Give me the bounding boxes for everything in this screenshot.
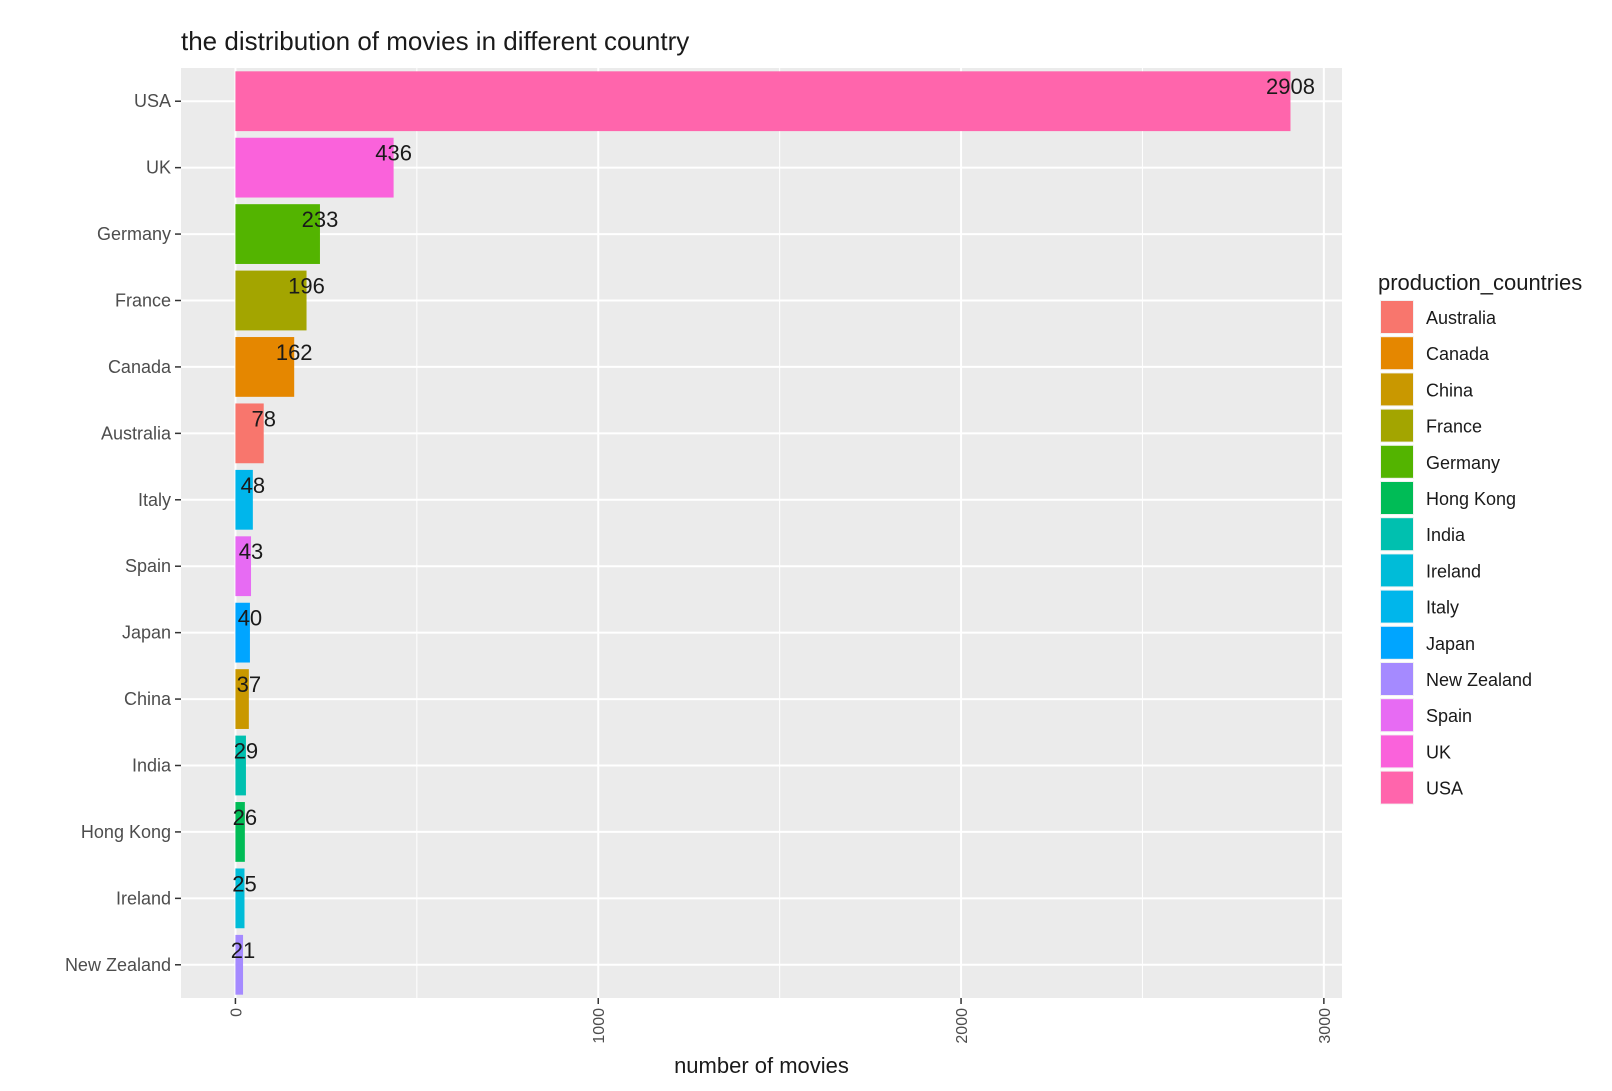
bar — [235, 270, 307, 331]
y-tick-label: USA — [134, 91, 171, 111]
bar-value-label: 37 — [237, 672, 261, 697]
legend-label: India — [1426, 525, 1466, 545]
bar — [235, 669, 249, 729]
y-tick-label: China — [124, 689, 172, 709]
legend-label: Spain — [1426, 706, 1472, 726]
legend-swatch — [1381, 445, 1413, 478]
legend-label: Ireland — [1426, 561, 1481, 581]
bar — [235, 204, 320, 264]
y-tick-label: Ireland — [116, 888, 171, 908]
legend-label: China — [1426, 380, 1474, 400]
legend-swatch — [1381, 626, 1413, 659]
y-tick-label: Canada — [108, 357, 172, 377]
y-tick-label: Germany — [97, 224, 171, 244]
legend-swatch — [1381, 699, 1413, 732]
legend-label: Canada — [1426, 344, 1490, 364]
legend-label: Hong Kong — [1426, 489, 1516, 509]
bar — [235, 403, 264, 464]
y-tick-label: India — [132, 756, 172, 776]
bar-value-label: 26 — [233, 805, 257, 830]
bar-value-label: 40 — [238, 606, 262, 631]
bar-value-label: 196 — [288, 274, 325, 299]
y-tick-label: Japan — [122, 623, 171, 643]
legend-swatch — [1381, 301, 1413, 333]
bar — [235, 868, 245, 929]
x-tick-label: 3000 — [1317, 1008, 1334, 1044]
legend-label: New Zealand — [1426, 670, 1532, 690]
bar-value-label: 48 — [241, 473, 265, 498]
bar-value-label: 78 — [251, 406, 275, 431]
y-tick-label: UK — [146, 158, 171, 178]
bar — [235, 802, 245, 862]
legend-swatch — [1381, 482, 1413, 514]
legend-label: Japan — [1426, 634, 1475, 654]
legend-swatch — [1381, 373, 1413, 406]
bar-value-label: 43 — [239, 539, 263, 564]
bar — [235, 469, 253, 530]
x-axis-title: number of movies — [674, 1053, 849, 1078]
x-tick-label: 2000 — [954, 1008, 971, 1044]
legend-swatch — [1381, 590, 1413, 623]
y-tick-label: France — [115, 291, 171, 311]
x-tick-label: 1000 — [591, 1008, 608, 1044]
bar-value-label: 436 — [375, 141, 412, 166]
legend-label: France — [1426, 417, 1482, 437]
bar-value-label: 29 — [234, 739, 258, 764]
bar-value-label: 2908 — [1266, 74, 1315, 99]
y-tick-label: Spain — [125, 556, 171, 576]
bar — [235, 934, 244, 995]
legend-swatch — [1381, 771, 1413, 804]
legend-label: USA — [1426, 779, 1463, 799]
bar — [235, 536, 252, 597]
y-tick-label: Hong Kong — [81, 822, 171, 842]
legend-label: UK — [1426, 742, 1451, 762]
legend-swatch — [1381, 518, 1413, 551]
bar — [235, 602, 250, 663]
y-tick-label: Italy — [138, 490, 171, 510]
x-tick-label: 0 — [228, 1008, 245, 1017]
legend-swatch — [1381, 663, 1413, 695]
legend-label: Germany — [1426, 453, 1500, 473]
bar-value-label: 162 — [276, 340, 313, 365]
legend-label: Italy — [1426, 598, 1459, 618]
legend-swatch — [1381, 409, 1413, 442]
bar — [235, 337, 295, 397]
chart-title: the distribution of movies in different … — [181, 26, 690, 56]
legend-swatch — [1381, 554, 1413, 587]
legend-label: Australia — [1426, 308, 1497, 328]
plot-panel — [181, 68, 1342, 998]
bar — [235, 137, 394, 198]
bar — [235, 735, 246, 796]
legend-swatch — [1381, 337, 1413, 370]
bar-value-label: 233 — [302, 207, 339, 232]
legend-swatch — [1381, 735, 1413, 768]
bar — [235, 71, 1291, 132]
y-tick-label: Australia — [101, 423, 172, 443]
legend-title: production_countries — [1378, 270, 1582, 295]
y-tick-label: New Zealand — [65, 955, 171, 975]
bar-value-label: 21 — [231, 938, 255, 963]
bar-value-label: 25 — [232, 871, 256, 896]
